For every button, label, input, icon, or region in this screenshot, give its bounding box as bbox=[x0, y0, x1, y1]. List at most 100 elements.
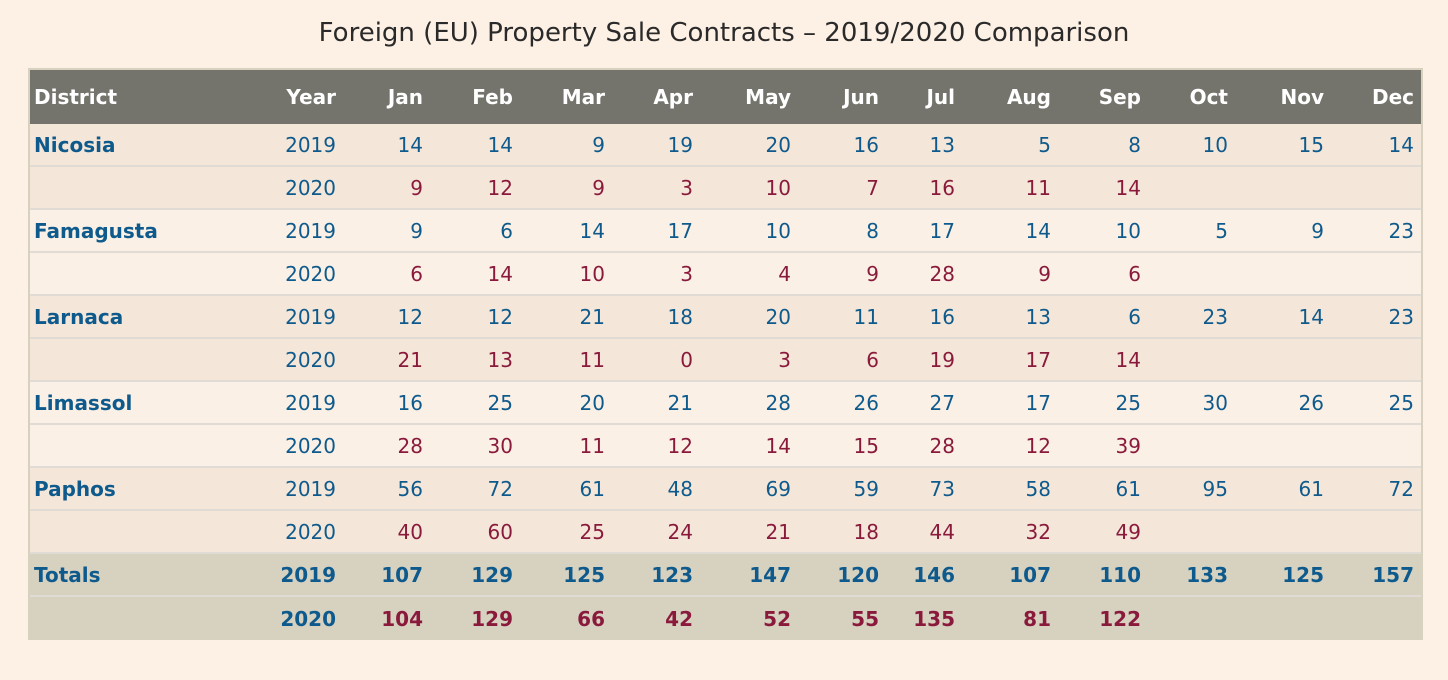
value-cell-may: 20 bbox=[765, 132, 791, 157]
value-cell-jun: 18 bbox=[853, 519, 879, 544]
value-cell-aug: 11 bbox=[1025, 175, 1051, 200]
value-cell-jun: 59 bbox=[853, 476, 879, 501]
value-cell-apr: 3 bbox=[680, 175, 693, 200]
value-cell-may: 10 bbox=[765, 175, 791, 200]
value-cell-feb: 6 bbox=[500, 218, 513, 243]
value-cell-jan: 56 bbox=[397, 476, 423, 501]
value-cell-apr: 17 bbox=[667, 218, 693, 243]
column-header-apr: Apr bbox=[653, 85, 693, 109]
district-cell: Larnaca bbox=[34, 304, 124, 329]
value-cell-oct: 23 bbox=[1202, 304, 1228, 329]
value-cell-oct bbox=[1148, 167, 1228, 208]
value-cell-jul: 135 bbox=[913, 606, 955, 631]
value-cell-nov: 125 bbox=[1282, 562, 1324, 587]
value-cell-oct: 30 bbox=[1202, 390, 1228, 415]
value-cell-jul: 146 bbox=[913, 562, 955, 587]
value-cell-feb: 14 bbox=[487, 132, 513, 157]
table-title: Foreign (EU) Property Sale Contracts – 2… bbox=[318, 18, 1130, 48]
value-cell-feb: 60 bbox=[487, 519, 513, 544]
value-cell-aug: 58 bbox=[1025, 476, 1051, 501]
value-cell-jan: 16 bbox=[397, 390, 423, 415]
year-cell: 2019 bbox=[285, 218, 336, 243]
value-cell-feb: 14 bbox=[487, 261, 513, 286]
value-cell-aug: 9 bbox=[1038, 261, 1051, 286]
value-cell-sep: 110 bbox=[1099, 562, 1141, 587]
value-cell-mar: 61 bbox=[579, 476, 605, 501]
table-row: Limassol 2019 16 25 20 21 28 26 27 17 25 30 26 25 bbox=[30, 382, 1421, 425]
district-cell bbox=[34, 597, 274, 640]
column-header-mar: Mar bbox=[561, 85, 605, 109]
year-cell: 2019 bbox=[285, 476, 336, 501]
district-cell: Paphos bbox=[34, 476, 116, 501]
value-cell-jul: 13 bbox=[929, 132, 955, 157]
value-cell-feb: 129 bbox=[471, 606, 513, 631]
value-cell-sep: 49 bbox=[1115, 519, 1141, 544]
value-cell-jul: 27 bbox=[929, 390, 955, 415]
year-cell: 2020 bbox=[280, 606, 336, 631]
value-cell-may: 4 bbox=[778, 261, 791, 286]
value-cell-nov bbox=[1244, 253, 1324, 294]
totals-row: 2020 104 129 66 42 52 55 135 81 122 bbox=[30, 597, 1421, 640]
value-cell-aug: 12 bbox=[1025, 433, 1051, 458]
table-header-row: District Year Jan Feb Mar Apr May Jun Jul Aug Sep O… bbox=[30, 70, 1421, 124]
value-cell-mar: 14 bbox=[579, 218, 605, 243]
value-cell-nov bbox=[1244, 425, 1324, 466]
column-header-district: District bbox=[34, 85, 118, 109]
year-cell: 2020 bbox=[285, 347, 336, 372]
value-cell-apr: 123 bbox=[651, 562, 693, 587]
value-cell-nov bbox=[1244, 339, 1324, 380]
value-cell-sep: 14 bbox=[1115, 175, 1141, 200]
column-header-jan: Jan bbox=[387, 85, 423, 109]
value-cell-may: 20 bbox=[765, 304, 791, 329]
value-cell-jul: 17 bbox=[929, 218, 955, 243]
value-cell-dec: 157 bbox=[1372, 562, 1414, 587]
value-cell-mar: 25 bbox=[579, 519, 605, 544]
value-cell-feb: 129 bbox=[471, 562, 513, 587]
value-cell-jun: 6 bbox=[866, 347, 879, 372]
value-cell-dec bbox=[1334, 511, 1414, 552]
table-row: Larnaca 2019 12 12 21 18 20 11 16 13 6 23 14 23 bbox=[30, 296, 1421, 339]
value-cell-jul: 73 bbox=[929, 476, 955, 501]
value-cell-mar: 66 bbox=[577, 606, 605, 631]
value-cell-dec: 23 bbox=[1388, 218, 1414, 243]
value-cell-dec: 23 bbox=[1388, 304, 1414, 329]
value-cell-jul: 44 bbox=[929, 519, 955, 544]
value-cell-mar: 9 bbox=[592, 175, 605, 200]
column-header-aug: Aug bbox=[1006, 85, 1051, 109]
year-cell: 2019 bbox=[280, 562, 336, 587]
value-cell-sep: 8 bbox=[1128, 132, 1141, 157]
value-cell-mar: 20 bbox=[579, 390, 605, 415]
value-cell-apr: 19 bbox=[667, 132, 693, 157]
value-cell-jun: 16 bbox=[853, 132, 879, 157]
value-cell-aug: 17 bbox=[1025, 347, 1051, 372]
year-cell: 2020 bbox=[285, 519, 336, 544]
value-cell-oct bbox=[1148, 597, 1228, 640]
value-cell-oct: 133 bbox=[1186, 562, 1228, 587]
value-cell-feb: 12 bbox=[487, 175, 513, 200]
value-cell-oct bbox=[1148, 425, 1228, 466]
value-cell-nov: 15 bbox=[1298, 132, 1324, 157]
table-row: 2020 40 60 25 24 21 18 44 32 49 bbox=[30, 511, 1421, 554]
data-table: District Year Jan Feb Mar Apr May Jun Jul Aug Sep O… bbox=[28, 68, 1423, 640]
value-cell-sep: 61 bbox=[1115, 476, 1141, 501]
value-cell-jan: 6 bbox=[410, 261, 423, 286]
table-row: Nicosia 2019 14 14 9 19 20 16 13 5 8 10 15 14 bbox=[30, 124, 1421, 167]
value-cell-aug: 32 bbox=[1025, 519, 1051, 544]
totals-row: Totals 2019 107 129 125 123 147 120 146 107 110 133… bbox=[30, 554, 1421, 597]
value-cell-apr: 21 bbox=[667, 390, 693, 415]
value-cell-mar: 21 bbox=[579, 304, 605, 329]
year-cell: 2020 bbox=[285, 175, 336, 200]
value-cell-jul: 16 bbox=[929, 304, 955, 329]
value-cell-feb: 25 bbox=[487, 390, 513, 415]
column-header-may: May bbox=[745, 85, 791, 109]
district-cell: Famagusta bbox=[34, 218, 158, 243]
value-cell-apr: 18 bbox=[667, 304, 693, 329]
value-cell-feb: 72 bbox=[487, 476, 513, 501]
value-cell-sep: 25 bbox=[1115, 390, 1141, 415]
value-cell-sep: 10 bbox=[1115, 218, 1141, 243]
value-cell-feb: 12 bbox=[487, 304, 513, 329]
value-cell-aug: 17 bbox=[1025, 390, 1051, 415]
value-cell-jun: 26 bbox=[853, 390, 879, 415]
table-row: 2020 6 14 10 3 4 9 28 9 6 bbox=[30, 253, 1421, 296]
table-row: 2020 21 13 11 0 3 6 19 17 14 bbox=[30, 339, 1421, 382]
